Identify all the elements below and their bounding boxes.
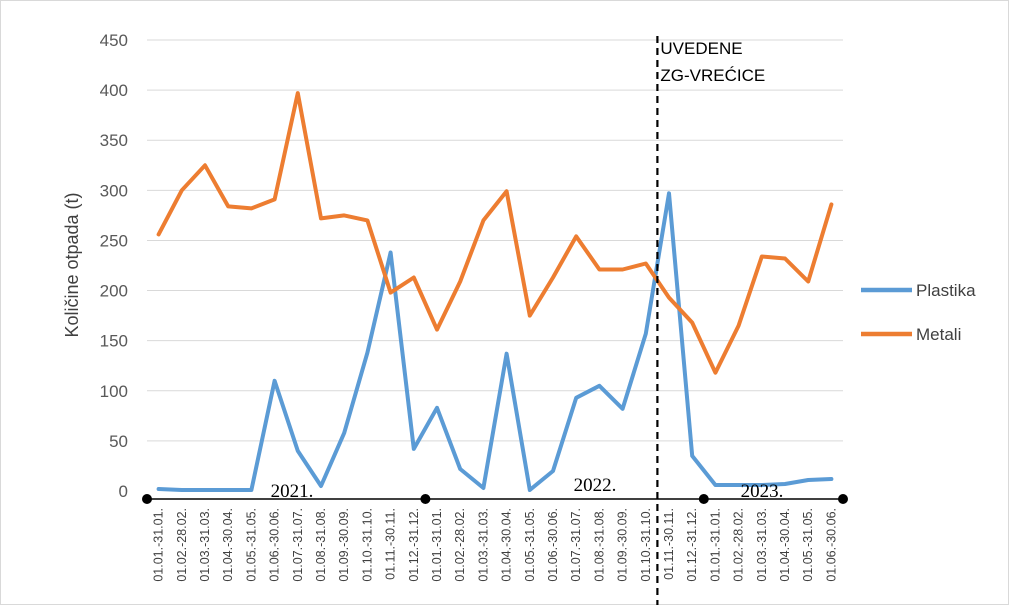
x-tick-label: 01.05.-31.05. [801,508,815,582]
x-tick-label: 01.05.-31.05. [244,508,258,582]
year-label-2023: 2023. [741,481,784,502]
y-tick-label: 250 [100,231,128,250]
year-label-2021: 2021. [271,481,314,502]
x-tick-label: 01.02.-28.02. [453,508,467,582]
x-tick-label: 01.07.-31.07. [291,508,305,582]
y-tick-label: 200 [100,282,128,301]
y-tick-label: 50 [109,432,128,451]
y-tick-label: 0 [119,482,128,501]
series-lines [156,91,834,492]
x-tick-label: 01.12.-31.12. [685,508,699,582]
x-tick-label: 01.11.-30.11. [384,508,398,580]
x-tick-label: 01.04.-30.04. [500,508,514,582]
year-boundary-dot [698,494,709,504]
x-tick-label: 01.01.-31.01. [430,508,444,582]
x-tick-label: 01.01.-31.01. [708,508,722,582]
y-tick-labels: 0 50 100 150 200 250 300 350 400 450 [100,31,128,501]
x-tick-label: 01.06.-30.06. [268,508,282,582]
x-tick-label: 01.09.-30.09. [616,508,630,582]
x-tick-labels: 01.01.-31.01. 01.02.-28.02. 01.03.-31.03. 0… [152,508,839,582]
legend: Plastika Metali [861,281,976,344]
x-tick-label: 01.03.-31.03. [198,508,212,582]
x-tick-label: 01.03.-31.03. [755,508,769,582]
year-label-2022: 2022. [574,475,617,496]
series-line-plastika [156,191,834,492]
x-tick-label: 01.04.-30.04. [778,508,792,582]
legend-label-plastika: Plastika [916,281,976,300]
x-tick-label: 01.08.-31.08. [314,508,328,582]
x-tick-label: 01.08.-31.08. [592,508,606,582]
year-boundary-dot [142,494,152,504]
annotation: UVEDENE ZG-VREĆICE [656,36,765,605]
annotation-text-line1: UVEDENE [660,39,742,58]
x-tick-label: 01.03.-31.03. [476,508,490,582]
annotation-text-line2: ZG-VREĆICE [660,66,765,85]
x-tick-label: 01.04.-30.04. [221,508,235,582]
x-tick-label: 01.06.-30.06. [546,508,560,582]
x-tick-label: 01.12.-31.12. [407,508,421,582]
y-tick-label: 100 [100,382,128,401]
y-tick-label: 300 [100,181,128,200]
legend-label-metali: Metali [916,325,961,344]
x-tick-label: 01.11.-30.11. [662,508,676,580]
y-tick-label: 350 [100,131,128,150]
x-tick-label: 01.02.-28.02. [732,508,746,582]
year-boundary-dot [420,494,431,504]
y-tick-label: 150 [100,332,128,351]
x-tick-label: 01.02.-28.02. [175,508,189,582]
y-tick-label: 400 [100,81,128,100]
series-line-metali [156,91,834,375]
x-tick-label: 01.10.-31.10. [639,508,653,582]
year-boundary-dot [838,494,848,504]
y-axis-label: Količine otpada (t) [62,192,82,337]
y-tick-label: 450 [100,31,128,50]
x-tick-label: 01.10.-31.10. [360,508,374,582]
x-tick-label: 01.07.-31.07. [569,508,583,582]
x-axis [142,494,848,504]
x-tick-label: 01.01.-31.01. [152,508,166,582]
x-tick-label: 01.05.-31.05. [523,508,537,582]
x-tick-label: 01.09.-30.09. [337,508,351,582]
x-tick-label: 01.06.-30.06. [824,508,838,582]
year-labels: 2021. 2022. 2023. [271,475,784,502]
